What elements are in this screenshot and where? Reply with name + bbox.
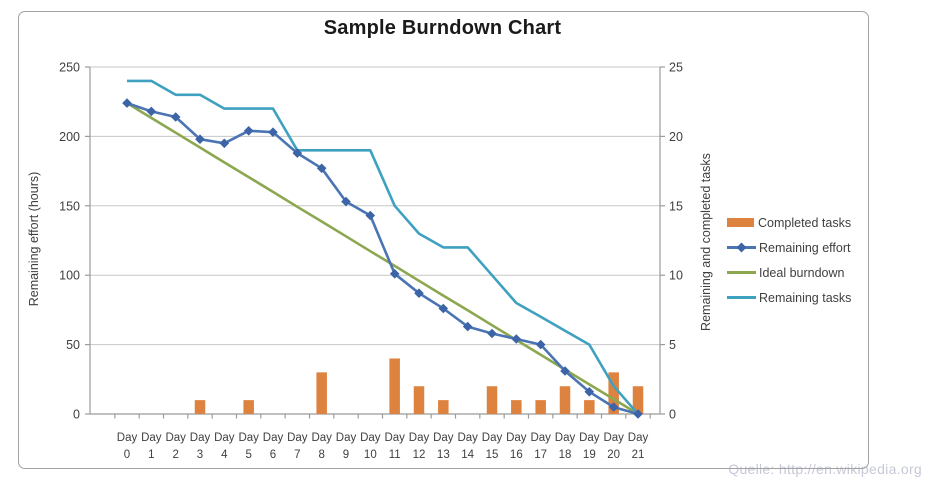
x-tick-label-num-2: 2 bbox=[172, 449, 178, 461]
bar-day-8 bbox=[316, 372, 327, 414]
x-tick-label-word-21: Day bbox=[628, 432, 649, 444]
y-tick-label-right-0: 0 bbox=[669, 408, 676, 422]
bar-day-18 bbox=[559, 386, 571, 414]
x-tick-label-num-1: 1 bbox=[148, 449, 154, 461]
x-tick-label-word-8: Day bbox=[311, 432, 332, 444]
legend-swatch-remaining-tasks bbox=[727, 296, 756, 299]
x-tick-label-num-16: 16 bbox=[510, 449, 523, 461]
y-tick-label-right-5: 5 bbox=[669, 338, 676, 352]
legend-label-completed-tasks: Completed tasks bbox=[758, 215, 852, 230]
x-tick-label-word-2: Day bbox=[165, 432, 186, 444]
x-tick-label-num-3: 3 bbox=[197, 449, 203, 461]
effort-marker-day-5 bbox=[243, 125, 254, 136]
x-tick-label-word-14: Day bbox=[457, 432, 478, 444]
bar-day-15 bbox=[486, 386, 498, 414]
watermark-source-text: Quelle: http://en.wikipedia.org bbox=[728, 461, 922, 477]
x-tick-label-num-10: 10 bbox=[364, 449, 377, 461]
x-tick-label-num-17: 17 bbox=[534, 449, 547, 461]
x-tick-label-num-18: 18 bbox=[559, 449, 572, 461]
x-tick-label-num-0: 0 bbox=[124, 449, 130, 461]
y-tick-label-right-10: 10 bbox=[669, 269, 683, 283]
x-tick-label-word-6: Day bbox=[263, 432, 284, 444]
x-tick-label-word-16: Day bbox=[506, 432, 527, 444]
x-tick-label-word-4: Day bbox=[214, 432, 235, 444]
x-tick-label-word-15: Day bbox=[482, 432, 503, 444]
x-tick-label-word-3: Day bbox=[190, 432, 211, 444]
y-tick-label-left-50: 50 bbox=[66, 338, 80, 352]
bar-day-12 bbox=[413, 386, 425, 414]
legend-swatch-remaining-effort bbox=[727, 242, 756, 252]
bar-day-13 bbox=[438, 400, 449, 414]
x-tick-label-num-14: 14 bbox=[461, 449, 474, 461]
bar-day-3 bbox=[194, 400, 206, 414]
bar-day-20 bbox=[608, 372, 619, 414]
legend-swatch-ideal-burndown bbox=[727, 271, 756, 274]
y-tick-label-left-200: 200 bbox=[59, 130, 80, 144]
legend-item-ideal-burndown: Ideal burndown bbox=[727, 260, 851, 285]
legend: Completed tasks Remaining effort Ideal b… bbox=[727, 210, 851, 310]
chart-title: Sample Burndown Chart bbox=[323, 17, 562, 39]
x-tick-label-num-15: 15 bbox=[486, 449, 499, 461]
x-tick-label-word-19: Day bbox=[579, 432, 600, 444]
legend-label-remaining-effort: Remaining effort bbox=[759, 240, 851, 255]
x-tick-label-num-21: 21 bbox=[632, 449, 645, 461]
y-tick-label-left-150: 150 bbox=[59, 199, 80, 213]
x-tick-label-word-7: Day bbox=[287, 432, 308, 444]
x-tick-label-word-5: Day bbox=[238, 432, 259, 444]
legend-diamond-marker-icon bbox=[736, 242, 747, 252]
x-tick-label-word-1: Day bbox=[141, 432, 162, 444]
effort-marker-day-4 bbox=[219, 138, 230, 149]
y-tick-label-left-100: 100 bbox=[59, 269, 80, 283]
x-tick-label-num-6: 6 bbox=[270, 449, 276, 461]
effort-marker-day-1 bbox=[146, 106, 157, 117]
x-tick-label-num-19: 19 bbox=[583, 449, 596, 461]
x-tick-label-word-20: Day bbox=[603, 432, 624, 444]
legend-swatch-completed-tasks bbox=[727, 218, 754, 227]
y-tick-label-right-20: 20 bbox=[669, 130, 683, 144]
x-tick-label-num-11: 11 bbox=[389, 449, 401, 461]
legend-label-ideal-burndown: Ideal burndown bbox=[759, 265, 845, 280]
bar-day-11 bbox=[389, 358, 400, 414]
x-tick-label-num-5: 5 bbox=[245, 449, 251, 461]
remaining-effort-line bbox=[126, 101, 639, 416]
y-tick-label-left-0: 0 bbox=[73, 408, 80, 422]
effort-marker-day-3 bbox=[195, 134, 205, 145]
ideal-burndown-line bbox=[126, 101, 639, 416]
bar-day-19 bbox=[584, 400, 595, 414]
bar-day-16 bbox=[511, 400, 522, 414]
y-tick-label-left-250: 250 bbox=[59, 61, 80, 75]
bar-day-5 bbox=[243, 400, 254, 414]
legend-item-remaining-tasks: Remaining tasks bbox=[727, 285, 851, 310]
effort-marker-day-2 bbox=[170, 112, 181, 122]
x-tick-label-word-17: Day bbox=[530, 432, 551, 444]
x-tick-label-word-9: Day bbox=[336, 432, 357, 444]
effort-marker-day-15 bbox=[487, 328, 497, 339]
x-tick-label-num-4: 4 bbox=[221, 449, 228, 461]
x-tick-label-word-0: Day bbox=[117, 432, 138, 444]
x-tick-label-num-8: 8 bbox=[318, 449, 324, 461]
x-tick-label-num-9: 9 bbox=[343, 449, 349, 461]
y-tick-label-right-15: 15 bbox=[669, 199, 683, 213]
x-tick-label-word-11: Day bbox=[384, 432, 405, 444]
x-tick-label-word-10: Day bbox=[360, 432, 381, 444]
remaining-tasks-line bbox=[127, 79, 639, 415]
legend-item-remaining-effort: Remaining effort bbox=[727, 235, 851, 260]
x-tick-label-num-7: 7 bbox=[294, 449, 300, 461]
x-tick-label-num-12: 12 bbox=[413, 449, 426, 461]
effort-marker-day-0 bbox=[122, 98, 132, 108]
x-tick-label-word-12: Day bbox=[409, 432, 430, 444]
legend-item-completed-tasks: Completed tasks bbox=[727, 210, 851, 235]
legend-label-remaining-tasks: Remaining tasks bbox=[759, 290, 852, 305]
x-tick-label-num-13: 13 bbox=[437, 449, 450, 461]
x-tick-label-word-18: Day bbox=[555, 432, 576, 444]
bar-day-21 bbox=[632, 386, 644, 414]
bar-day-17 bbox=[535, 400, 546, 414]
x-tick-label-num-20: 20 bbox=[607, 449, 620, 461]
y-tick-label-right-25: 25 bbox=[669, 61, 683, 75]
x-tick-label-word-13: Day bbox=[433, 432, 454, 444]
